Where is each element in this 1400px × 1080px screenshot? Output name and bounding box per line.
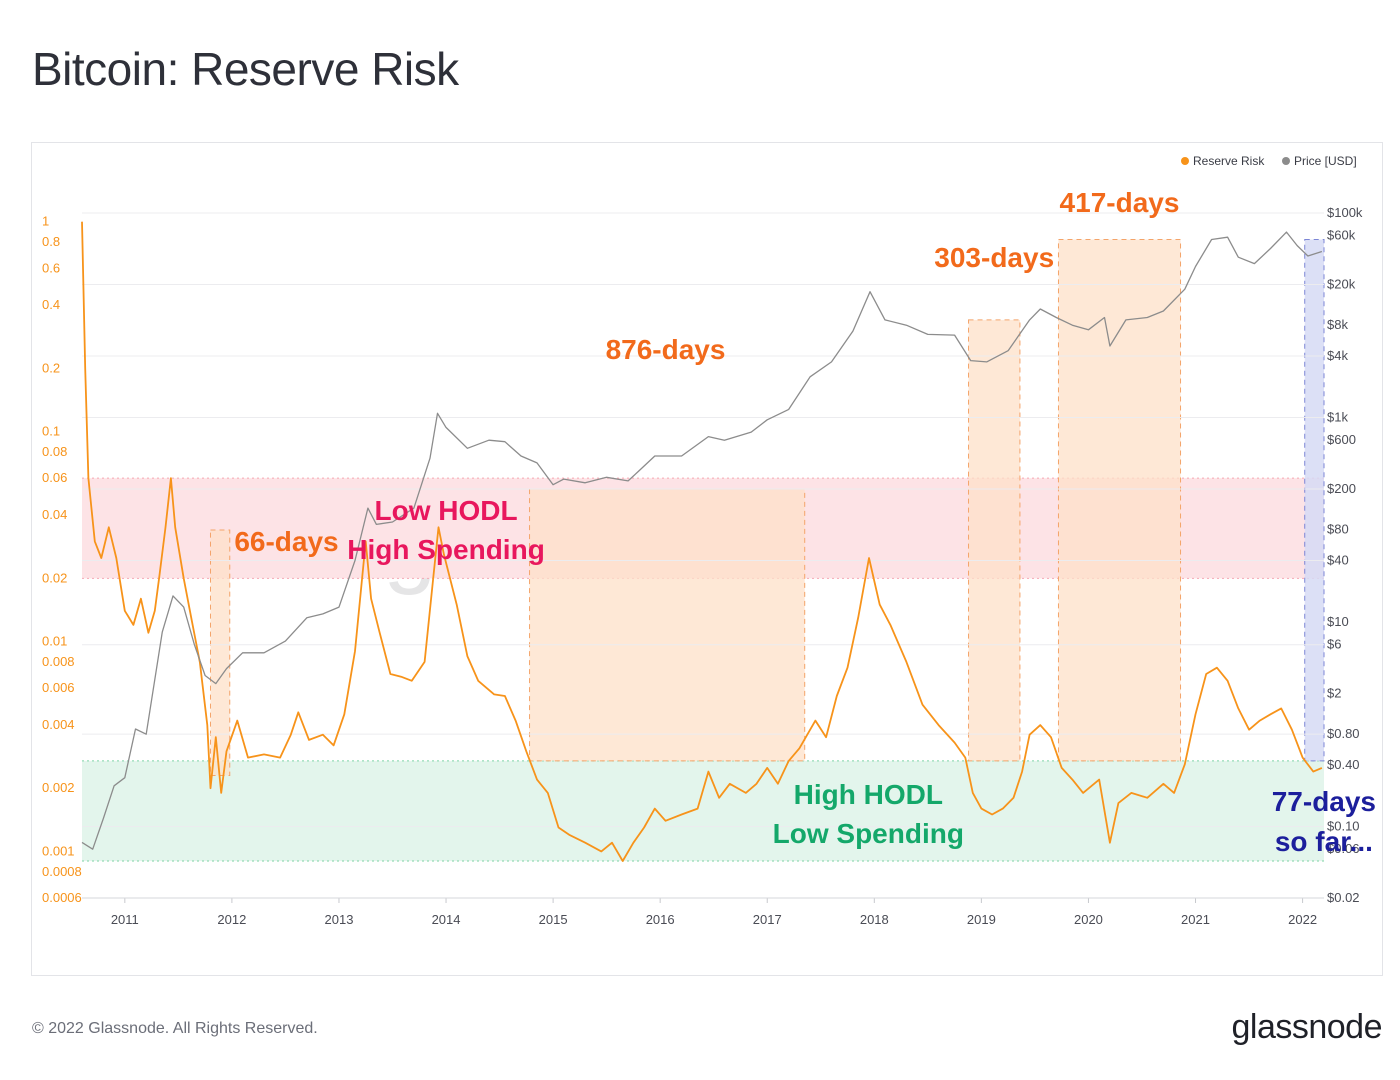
y-left-tick-label: 0.8 xyxy=(42,234,60,249)
x-tick-label: 2015 xyxy=(539,912,568,927)
y-right-tick-label: $80 xyxy=(1327,522,1349,537)
y-left-tick-label: 0.08 xyxy=(42,444,67,459)
highlight-box xyxy=(209,529,231,776)
legend-reserve-risk-label: Reserve Risk xyxy=(1193,154,1265,168)
band-label-line: High Spending xyxy=(347,534,545,565)
y-right-tick-label: $6 xyxy=(1327,637,1341,652)
legend-price-label: Price [USD] xyxy=(1294,154,1357,168)
band-label: Low HODL High Spending xyxy=(347,495,545,565)
x-tick-label: 2013 xyxy=(325,912,354,927)
legend-price-swatch xyxy=(1282,157,1290,165)
y-right-tick-label: $0.02 xyxy=(1327,890,1360,905)
y-left-tick-label: 0.0006 xyxy=(42,890,82,905)
annotation-label: 77-days so far... xyxy=(1272,786,1376,857)
y-left-tick-label: 0.01 xyxy=(42,634,67,649)
annotation-label: 66-days xyxy=(234,526,338,557)
annotation-label: 876-days xyxy=(606,334,726,365)
annotation-label-line: 77-days xyxy=(1272,786,1376,817)
y-left-tick-label: 0.4 xyxy=(42,297,60,312)
band-label: High HODL Low Spending xyxy=(773,779,964,849)
y-right-tick-label: $10 xyxy=(1327,614,1349,629)
y-left-tick-label: 0.02 xyxy=(42,570,67,585)
y-right-tick-label: $2 xyxy=(1327,685,1341,700)
y-left-tick-label: 0.1 xyxy=(42,424,60,439)
y-right-tick-label: $8k xyxy=(1327,317,1348,332)
band-high-hodl xyxy=(82,760,1324,862)
band-label-line: Low Spending xyxy=(773,818,964,849)
y-right-tick-label: $0.10 xyxy=(1327,819,1360,834)
annotation-label-line: 303-days xyxy=(934,242,1054,273)
y-left-tick-label: 0.04 xyxy=(42,507,67,522)
x-tick-label: 2022 xyxy=(1288,912,1317,927)
y-right-tick-label: $60k xyxy=(1327,228,1356,243)
y-left-tick-label: 0.6 xyxy=(42,260,60,275)
annotation-label-line: so far... xyxy=(1275,826,1373,857)
legend-reserve-risk-swatch xyxy=(1181,157,1189,165)
reserve-risk-line xyxy=(81,221,1323,862)
x-tick-label: 2016 xyxy=(646,912,675,927)
y-right-tick-label: $100k xyxy=(1327,205,1363,220)
x-tick-label: 2020 xyxy=(1074,912,1103,927)
price-line xyxy=(81,231,1323,850)
x-tick-label: 2014 xyxy=(432,912,461,927)
band-label-line: High HODL xyxy=(794,779,943,810)
x-tick-label: 2019 xyxy=(967,912,996,927)
page-title: Bitcoin: Reserve Risk xyxy=(32,43,459,95)
copyright-text: © 2022 Glassnode. All Rights Reserved. xyxy=(32,1020,318,1037)
annotation-label: 417-days xyxy=(1060,187,1180,218)
y-left-tick-label: 0.06 xyxy=(42,470,67,485)
annotation-label: 303-days xyxy=(934,242,1054,273)
y-left-tick-label: 0.008 xyxy=(42,654,75,669)
chart-panel: glassnode 201120122013201420152016201720… xyxy=(31,142,1383,976)
y-right-tick-label: $200 xyxy=(1327,481,1356,496)
glassnode-logo: glassnode xyxy=(1231,1008,1382,1046)
x-tick-label: 2012 xyxy=(217,912,246,927)
y-right-tick-label: $0.40 xyxy=(1327,757,1360,772)
y-left-tick-label: 0.001 xyxy=(42,843,75,858)
y-left-tick-label: 1 xyxy=(42,214,49,229)
y-left-tick-label: 0.0008 xyxy=(42,864,82,879)
y-right-tick-label: $0.80 xyxy=(1327,726,1360,741)
y-right-tick-label: $0.06 xyxy=(1327,841,1360,856)
highlight-box xyxy=(968,319,1021,762)
band-label-line: Low HODL xyxy=(374,495,517,526)
reserve-risk-chart: glassnode 201120122013201420152016201720… xyxy=(42,154,1376,927)
highlight-box xyxy=(1057,239,1182,762)
highlight-box xyxy=(529,488,806,762)
y-right-tick-label: $4k xyxy=(1327,348,1348,363)
y-left-tick-label: 0.006 xyxy=(42,680,75,695)
annotation-label-line: 417-days xyxy=(1060,187,1180,218)
highlight-box xyxy=(1304,239,1325,762)
y-left-tick-label: 0.2 xyxy=(42,360,60,375)
y-left-tick-label: 0.004 xyxy=(42,717,75,732)
y-right-tick-label: $40 xyxy=(1327,552,1349,567)
y-right-tick-label: $20k xyxy=(1327,276,1356,291)
annotation-label-line: 876-days xyxy=(606,334,726,365)
x-tick-label: 2021 xyxy=(1181,912,1210,927)
x-tick-label: 2018 xyxy=(860,912,889,927)
y-left-tick-label: 0.002 xyxy=(42,780,75,795)
annotation-label-line: 66-days xyxy=(234,526,338,557)
y-right-tick-label: $1k xyxy=(1327,410,1348,425)
y-right-tick-label: $600 xyxy=(1327,432,1356,447)
x-tick-label: 2011 xyxy=(111,912,139,927)
x-tick-label: 2017 xyxy=(753,912,782,927)
